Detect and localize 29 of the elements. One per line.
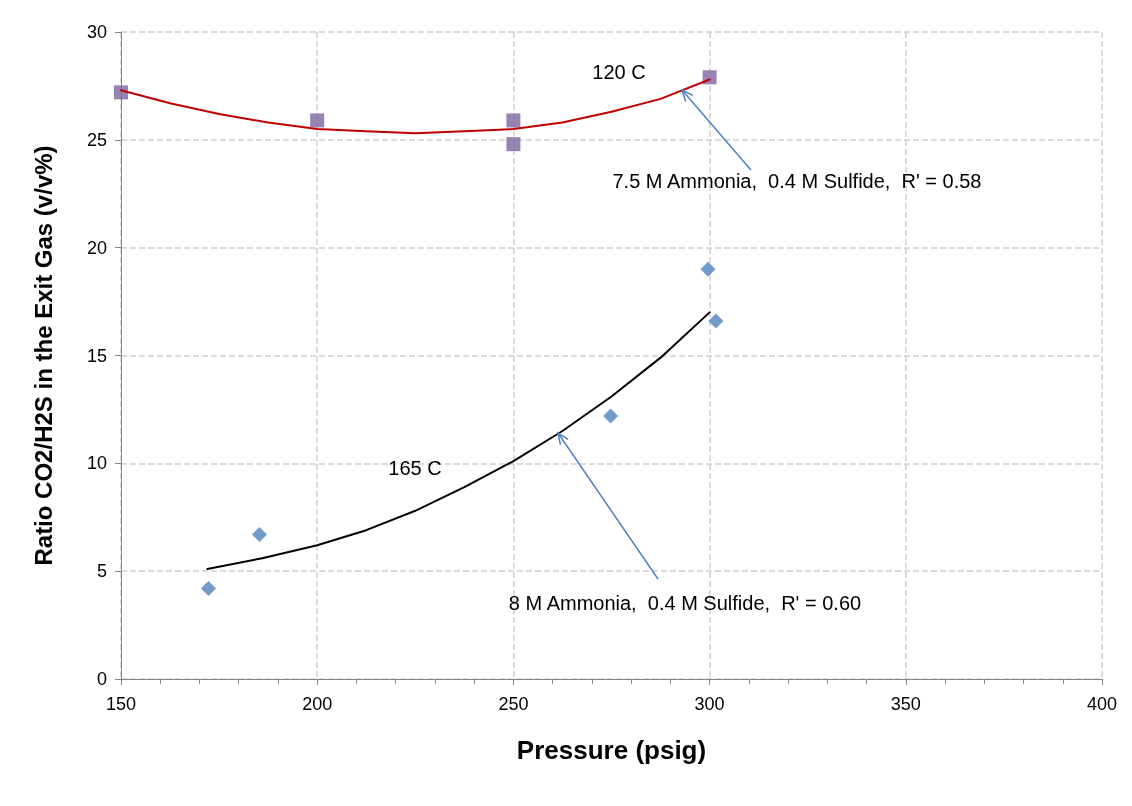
x-tick-label: 250 [498, 694, 529, 714]
annotation: 120 C [592, 61, 646, 83]
x-tick-label: 200 [302, 694, 333, 714]
point [114, 85, 128, 100]
point [603, 408, 619, 424]
x-tick-label: 300 [694, 694, 725, 714]
y-tick-label: 0 [96, 669, 107, 689]
annotation: 8 M Ammonia, 0.4 M Sulfide, R' = 0.60 [508, 592, 862, 614]
point [252, 527, 268, 542]
point [506, 113, 521, 128]
y-tick-label: 20 [86, 237, 107, 258]
point [700, 261, 716, 277]
y-tick-label: 30 [86, 22, 107, 42]
point [310, 113, 325, 128]
point [708, 313, 724, 329]
x-axis-title: Pressure (psig) [516, 735, 707, 765]
y-axis-title: Ratio CO2/H2S in the Exit Gas (v/v%) [29, 145, 57, 566]
point [702, 70, 717, 85]
annotation: 7.5 M Ammonia, 0.4 M Sulfide, R' = 0.58 [612, 170, 982, 192]
y-tick-label: 10 [86, 453, 107, 474]
x-tick-label: 400 [1086, 694, 1118, 714]
point [506, 137, 521, 152]
y-tick-label: 5 [96, 561, 107, 582]
y-tick-label: 15 [86, 345, 107, 366]
x-tick-label: 350 [890, 694, 921, 714]
point [201, 580, 217, 596]
y-tick-label: 25 [86, 129, 107, 150]
x-tick-label: 150 [105, 694, 137, 714]
annotation: 165 C [388, 457, 442, 479]
